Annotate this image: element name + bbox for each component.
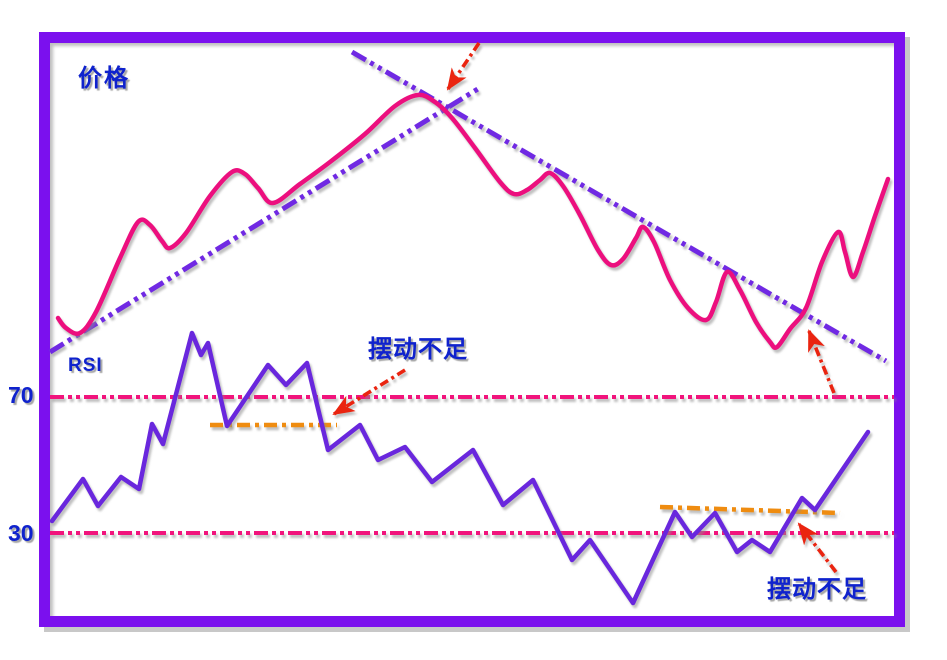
arrow-price-breakout: [807, 329, 836, 394]
rsi-line: [49, 330, 871, 606]
uptrend-line: [48, 84, 483, 355]
downtrend-line: [350, 49, 888, 364]
failure-swing-line-bottom: [659, 504, 841, 516]
price-panel-label: 价格: [78, 65, 130, 92]
failure-swing-label-bottom: 摆动不足: [767, 576, 867, 603]
failure-swing-label-top: 摆动不足: [368, 336, 468, 363]
chart-lines-layer: [48, 41, 894, 606]
arrow-price-peak: [446, 41, 481, 91]
chart-frame: [39, 32, 905, 627]
price-curve: [55, 92, 891, 350]
arrow-rsi-failure-top: [332, 368, 406, 416]
rsi-panel-label: RSI: [68, 355, 103, 376]
rsi-level-70-label: 70: [8, 382, 34, 408]
rsi-level-30-label: 30: [8, 520, 34, 546]
